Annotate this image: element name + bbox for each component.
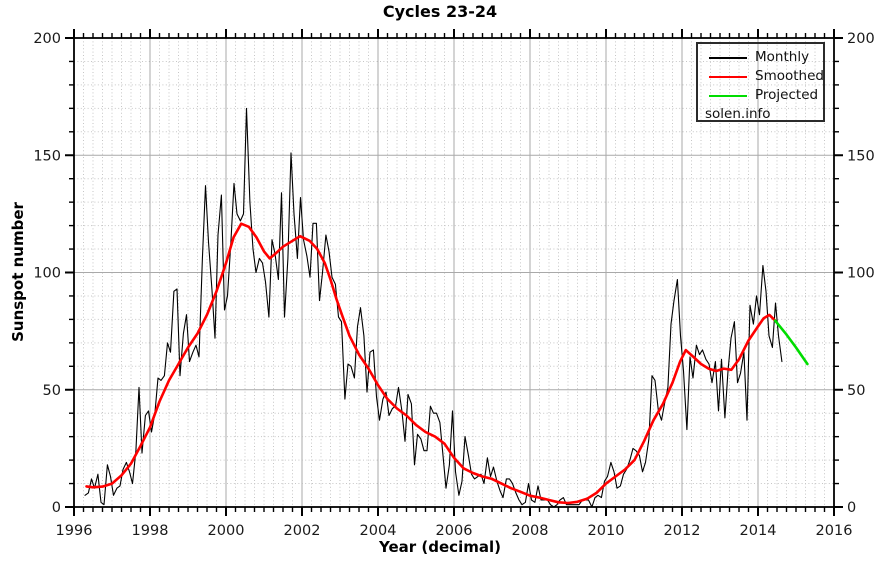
- series-projected-line: [773, 319, 809, 366]
- y-tick-label-right: 50: [847, 383, 865, 399]
- plot-frame: [73, 37, 835, 508]
- legend: Monthly Smoothed Projected solen.info: [696, 42, 825, 122]
- y-tick-label-right: 0: [847, 500, 856, 516]
- minor-gridlines: [74, 38, 834, 507]
- tick-labels: 1996 1998 2000 2002 2004 2006 2008 2010 2012 2014…: [33, 31, 874, 539]
- x-tick-label: 1996: [56, 523, 93, 539]
- smoothed-line-swatch: [709, 75, 747, 78]
- legend-item-projected: Projected: [698, 86, 823, 105]
- legend-label-monthly: Monthly: [755, 49, 810, 65]
- y-tick-label-right: 100: [847, 266, 875, 282]
- x-tick-label: 2010: [588, 523, 625, 539]
- x-tick-label: 1998: [132, 523, 169, 539]
- x-tick-label: 2000: [208, 523, 245, 539]
- x-tick-label: 2002: [284, 523, 321, 539]
- x-tick-label: 2004: [360, 523, 397, 539]
- y-tick-label-right: 150: [847, 148, 875, 164]
- y-tick-label-left: 200: [33, 31, 61, 47]
- legend-source: solen.info: [698, 105, 823, 124]
- projected-line-swatch: [709, 94, 747, 97]
- x-tick-label: 2008: [512, 523, 549, 539]
- legend-label-smoothed: Smoothed: [755, 68, 824, 84]
- y-tick-label-left: 150: [33, 148, 61, 164]
- series-smoothed-line: [85, 222, 777, 505]
- legend-source-label: solen.info: [705, 106, 771, 122]
- x-tick-label: 2006: [436, 523, 473, 539]
- y-tick-label-right: 200: [847, 31, 875, 47]
- monthly-line-swatch: [709, 56, 747, 59]
- y-tick-label-left: 0: [52, 500, 61, 516]
- x-tick-label: 2012: [664, 523, 701, 539]
- data-series: [84, 107, 809, 508]
- x-tick-label: 2014: [740, 523, 777, 539]
- y-tick-label-left: 100: [33, 266, 61, 282]
- y-tick-label-left: 50: [43, 383, 61, 399]
- y-axis-label: Sunspot number: [9, 202, 27, 342]
- legend-item-monthly: Monthly: [698, 48, 823, 67]
- x-axis-label: Year (decimal): [379, 538, 501, 556]
- legend-item-smoothed: Smoothed: [698, 67, 824, 86]
- chart-title: Cycles 23-24: [382, 2, 498, 21]
- x-tick-label: 2016: [816, 523, 853, 539]
- major-gridlines: [74, 38, 834, 507]
- legend-label-projected: Projected: [755, 87, 819, 103]
- series-monthly-line: [84, 107, 783, 508]
